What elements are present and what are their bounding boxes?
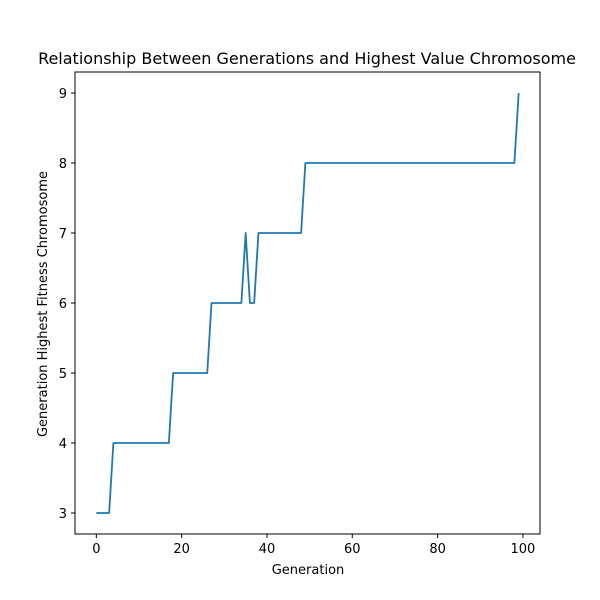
x-axis-label: Generation [272, 563, 345, 578]
plot-area: 0 20 40 60 80 100 3 4 5 6 7 8 9 [59, 71, 541, 557]
y-tick-label: 6 [59, 297, 67, 312]
x-tick-label: 60 [344, 542, 361, 557]
y-axis-label: Generation Highest Fitness Chromosome [36, 171, 51, 437]
x-tick-label: 80 [429, 542, 446, 557]
y-tick-label: 9 [59, 87, 67, 102]
x-tick-label: 0 [92, 542, 100, 557]
x-tick-label: 100 [511, 542, 536, 557]
series-line-1 [96, 92, 520, 514]
y-tick-label: 4 [59, 437, 67, 452]
x-tick-label: 20 [173, 542, 190, 557]
y-tick-label: 3 [59, 507, 67, 522]
y-tick-label: 7 [59, 227, 67, 242]
chart-title: Relationship Between Generations and Hig… [38, 49, 576, 68]
x-tick-label: 40 [259, 542, 276, 557]
y-tick-label: 5 [59, 367, 67, 382]
y-tick-label: 8 [59, 157, 67, 172]
